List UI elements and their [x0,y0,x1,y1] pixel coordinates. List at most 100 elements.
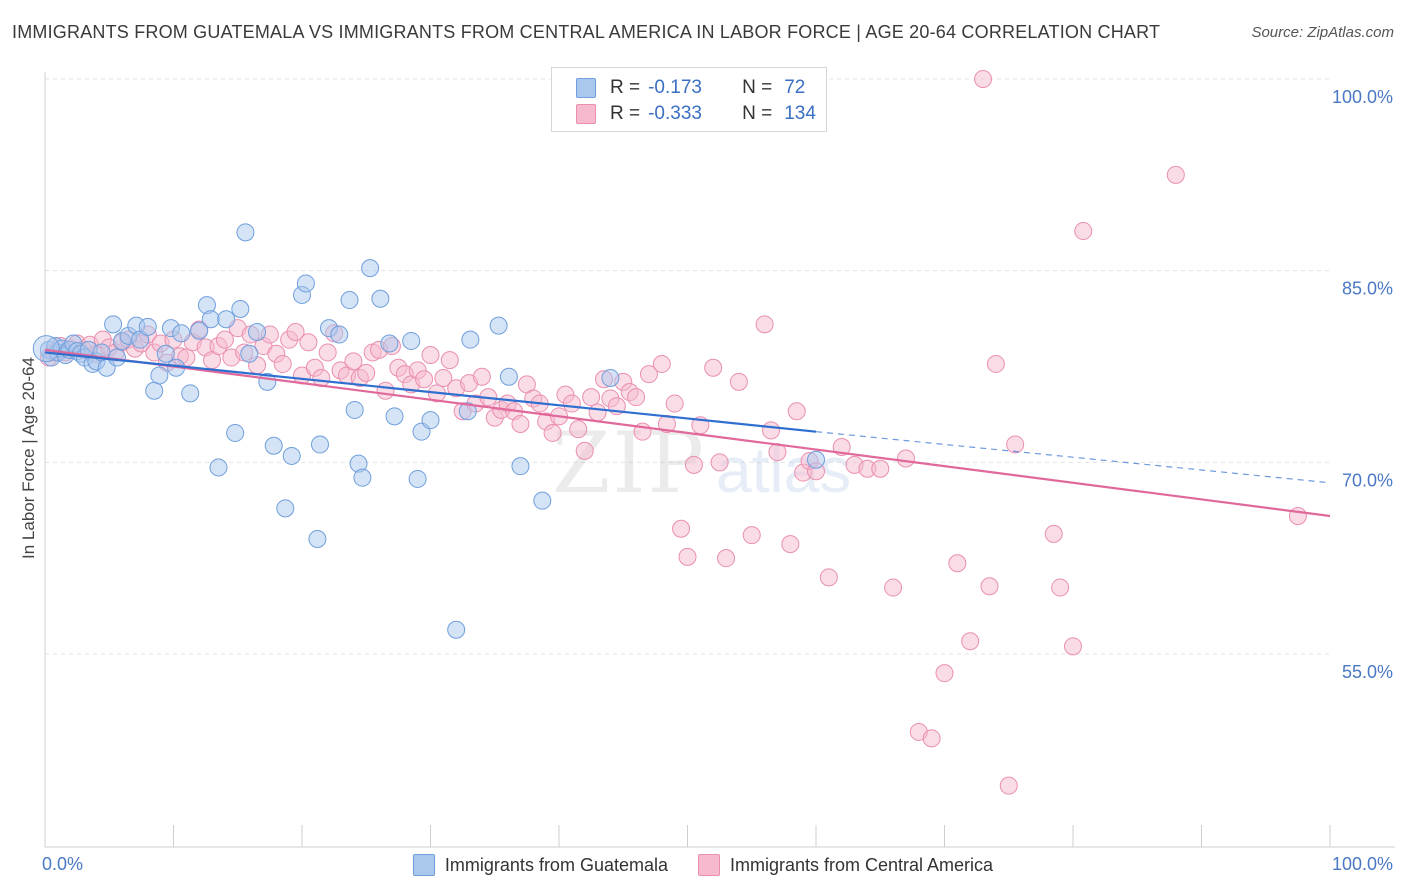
data-point-central-america [1006,435,1025,454]
data-point-central-america [717,549,736,568]
data-point-guatemala [248,323,267,341]
data-point-guatemala [276,499,295,518]
data-point-central-america [961,632,980,651]
data-point-central-america [742,526,761,545]
data-point-guatemala [385,407,404,426]
legend-r-label: R = [610,103,641,124]
data-point-central-america [787,402,806,421]
data-point-guatemala [231,300,250,318]
data-point-central-america [980,577,999,596]
trendlines [44,348,1331,518]
data-point-central-america [729,372,748,391]
data-point-guatemala [489,316,508,335]
data-point-guatemala [104,315,123,334]
data-point-central-america [1074,222,1093,241]
data-point-central-america [299,333,318,352]
data-point-central-america [652,354,671,373]
data-point-guatemala [172,324,191,343]
legend-r-label: R = [610,77,641,98]
bottom-legend-swatch-guatemala [412,854,435,876]
y-tick-label: 100.0% [1332,87,1393,107]
data-point-guatemala [345,400,364,419]
legend-row-central-america: R = -0.333 N = 134 [576,102,816,126]
data-point-central-america [357,363,376,382]
data-point-guatemala [371,289,390,308]
data-point-central-america [627,388,646,407]
data-point-guatemala [282,446,301,465]
data-point-guatemala [201,310,220,329]
data-point-guatemala [264,436,283,455]
data-point-central-america [215,330,234,349]
y-tick-label: 70.0% [1342,470,1393,490]
legend-swatch-central-america [576,104,596,124]
data-point-central-america [511,415,530,433]
data-point-central-america [1064,637,1082,656]
data-point-guatemala [181,384,200,403]
legend-n-value: 72 [784,77,806,98]
data-point-central-america [762,421,781,440]
data-point-central-america [999,776,1018,795]
bottom-legend-label-guatemala: Immigrants from Guatemala [444,854,668,875]
data-point-central-america [582,388,601,407]
data-point-central-america [318,343,337,362]
data-point-central-america [421,346,440,364]
data-point-guatemala [150,366,169,385]
data-point-guatemala [353,468,372,487]
bottom-legend-central-america: Immigrants from Central America [698,852,993,878]
data-point-guatemala [511,457,530,476]
data-point-central-america [819,568,838,587]
data-point-central-america [440,351,459,370]
y-tick-label: 55.0% [1342,662,1393,682]
data-point-guatemala [380,334,399,353]
data-point-guatemala [402,331,421,350]
data-point-guatemala [240,344,259,363]
bottom-legend-swatch-central-america [698,854,720,876]
data-point-central-america [884,578,903,597]
data-point-guatemala [330,325,349,344]
data-point-central-america [588,403,607,422]
y-axis-label: In Labor Force | Age 20-64 [19,357,38,559]
data-point-central-america [1166,165,1185,184]
data-point-central-america [562,394,581,413]
trendline-central-america [44,348,1331,518]
data-point-guatemala [447,620,466,639]
data-point-central-america [781,535,800,554]
data-point-guatemala [156,344,175,363]
legend-swatch-guatemala [576,78,596,98]
data-point-guatemala [499,367,518,386]
data-point-guatemala [533,491,552,510]
data-point-guatemala [32,335,60,363]
trendline-guatemala [44,351,817,433]
data-point-guatemala [296,274,315,293]
axes [44,72,1395,848]
data-point-central-america [376,381,395,400]
data-point-guatemala [308,530,327,548]
data-point-guatemala [310,435,329,454]
data-point-central-america [986,354,1005,373]
data-point-central-america [710,453,729,472]
data-point-guatemala [190,321,209,340]
data-point-central-america [639,365,658,384]
data-point-central-america [922,729,941,748]
chart-title: IMMIGRANTS FROM GUATEMALA VS IMMIGRANTS … [12,22,1161,42]
data-point-central-america [569,420,588,439]
data-point-central-america [755,315,774,334]
gridlines [45,78,1330,655]
data-point-guatemala [461,330,480,349]
data-point-guatemala [340,291,359,310]
data-point-guatemala [807,450,825,469]
bottom-legend-label-central-america: Immigrants from Central America [730,854,994,875]
bottom-legend: Immigrants from Guatemala Immigrants fro… [0,852,1406,878]
legend-r-value: -0.173 [648,77,702,98]
data-point-central-america [665,394,684,413]
y-tick-label: 85.0% [1342,279,1393,299]
legend-r-value: -0.333 [648,103,702,124]
data-point-guatemala [145,381,164,400]
x-tick-label: 0.0% [42,854,83,874]
data-point-central-america [273,354,292,373]
data-point-central-america [684,455,703,474]
source-label: Source: ZipAtlas.com [1251,24,1394,41]
data-point-guatemala [408,469,427,488]
data-point-central-america [472,367,491,386]
